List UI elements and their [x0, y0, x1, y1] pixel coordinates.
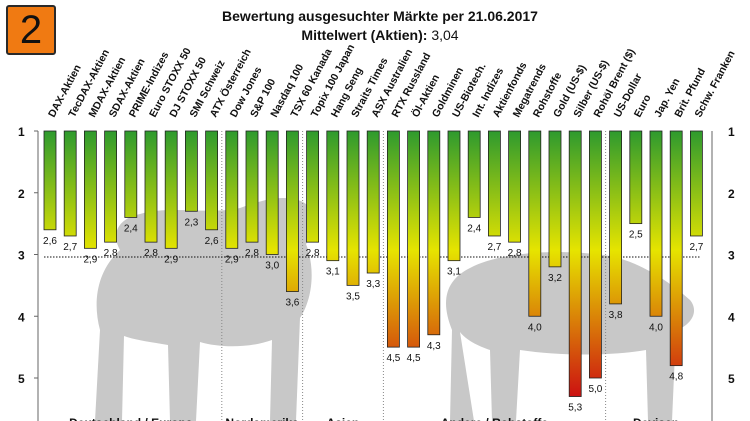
data-label: 5,3: [568, 403, 582, 414]
data-label: 2,9: [83, 254, 97, 265]
data-label: 2,7: [689, 242, 703, 253]
data-label: 3,6: [285, 298, 299, 309]
data-label: 4,5: [386, 353, 400, 364]
y-tick-label-right: 5: [728, 372, 735, 386]
bar: [285, 130, 299, 292]
data-label: 4,3: [427, 341, 441, 352]
chart-number-badge: 2: [6, 5, 56, 55]
data-label: 2,3: [184, 217, 198, 228]
data-label: 3,8: [609, 310, 623, 321]
bar: [487, 130, 501, 237]
data-label: 2,7: [63, 242, 77, 253]
bull-silhouette: [95, 197, 315, 421]
y-tick-label-left: 1: [18, 125, 25, 139]
bar: [669, 130, 683, 367]
bar: [568, 130, 582, 397]
data-label: 2,8: [245, 248, 259, 259]
data-label: 3,1: [326, 267, 340, 278]
bar: [366, 130, 380, 274]
data-label: 3,5: [346, 291, 360, 302]
y-tick-label-left: 3: [18, 249, 25, 263]
data-label: 2,7: [487, 242, 501, 253]
group-label: Andere / Rohstoffe: [441, 416, 549, 421]
y-tick-label-right: 3: [728, 249, 735, 263]
bar: [84, 130, 97, 249]
data-label: 3,3: [366, 279, 380, 290]
bar: [690, 130, 703, 237]
bar: [63, 130, 77, 237]
bar: [467, 130, 481, 218]
y-tick-label-right: 2: [728, 187, 735, 201]
subtitle-label: Mittelwert (Aktien):: [301, 27, 428, 43]
bar: [43, 130, 57, 231]
data-label: 2,8: [306, 248, 320, 259]
chart-subtitle: Mittelwert (Aktien): 3,04: [140, 27, 620, 43]
y-tick-label-left: 4: [18, 310, 25, 324]
bar: [245, 130, 259, 243]
data-label: 2,6: [205, 236, 219, 247]
bar: [548, 130, 562, 268]
bar: [508, 130, 522, 243]
bar: [124, 130, 138, 218]
data-label: 3,1: [447, 267, 461, 278]
data-label: 4,0: [528, 322, 542, 333]
data-label: 4,8: [669, 372, 683, 383]
group-label: Nordamerika: [225, 416, 299, 421]
data-label: 3,0: [265, 261, 279, 272]
bar: [144, 130, 158, 243]
data-label: 2,9: [225, 254, 239, 265]
bar: [205, 130, 219, 231]
data-label: 2,4: [467, 223, 481, 234]
subtitle-value: 3,04: [431, 27, 459, 43]
data-label: 2,8: [104, 248, 118, 259]
data-label: 4,5: [407, 353, 421, 364]
data-label: 2,5: [629, 230, 643, 241]
bar: [104, 130, 117, 243]
group-label: Deutschland / Europa: [69, 416, 193, 421]
bar: [649, 130, 663, 317]
bar: [306, 130, 320, 243]
data-label: 5,0: [588, 384, 602, 395]
bar: [386, 130, 400, 348]
data-label: 2,8: [508, 248, 522, 259]
group-label: Devisen: [633, 416, 679, 421]
bar: [589, 130, 602, 379]
bar: [427, 130, 441, 336]
category-label: Euro: [632, 93, 654, 120]
chart-title: Bewertung ausgesuchter Märkte per 21.06.…: [222, 8, 538, 24]
y-tick-label-left: 5: [18, 372, 25, 386]
bar: [407, 130, 421, 348]
bar: [629, 130, 643, 225]
bar: [164, 130, 178, 249]
data-label: 2,8: [144, 248, 158, 259]
data-label: 2,9: [164, 254, 178, 265]
data-label: 2,6: [43, 236, 57, 247]
data-label: 2,4: [124, 223, 138, 234]
bar: [184, 130, 198, 212]
data-label: 3,2: [548, 273, 562, 284]
y-tick-label-right: 4: [728, 310, 735, 324]
bar: [528, 130, 542, 317]
bar: [447, 130, 461, 262]
bar: [346, 130, 360, 286]
group-label: Asien: [327, 416, 360, 421]
bar: [265, 130, 279, 255]
bar: [326, 130, 340, 262]
bar: [609, 130, 622, 305]
data-label: 4,0: [649, 322, 663, 333]
bar: [225, 130, 239, 249]
y-tick-label-left: 2: [18, 187, 25, 201]
y-tick-label-right: 1: [728, 125, 735, 139]
